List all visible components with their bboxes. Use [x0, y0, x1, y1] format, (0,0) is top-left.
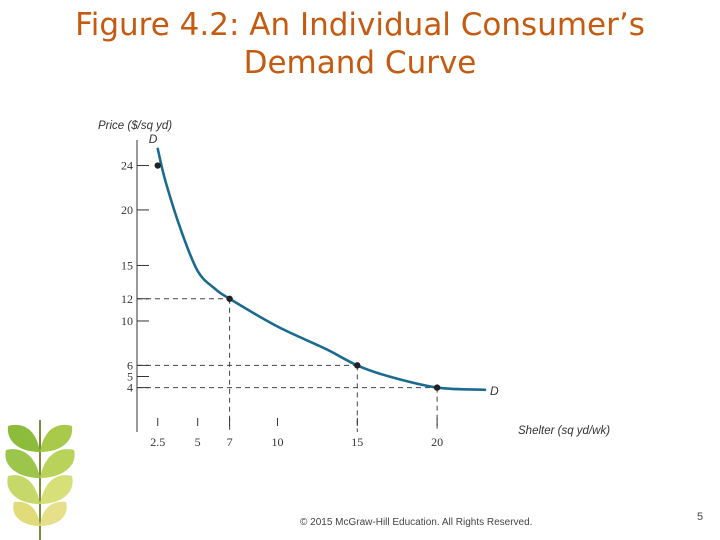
curve-label-end: D [490, 384, 499, 398]
y-tick-label: 5 [127, 369, 133, 383]
x-tick-label: 5 [195, 435, 201, 449]
title-line-2: Demand Curve [243, 45, 477, 81]
ginkgo-leaf-decoration [5, 420, 75, 540]
data-point [433, 384, 441, 391]
slide-title: Figure 4.2: An Individual Consumer’s Dem… [0, 6, 720, 82]
x-tick-label: 10 [271, 435, 283, 449]
data-point [154, 162, 161, 169]
x-tick-label: 15 [351, 435, 363, 449]
slide-number: 5 [697, 511, 704, 523]
x-tick-label: 2.5 [150, 435, 165, 449]
dashed-guides [137, 298, 438, 432]
title-line-1: Figure 4.2: An Individual Consumer’s [75, 7, 645, 43]
demand-curve-line [156, 147, 487, 392]
data-point [354, 362, 361, 369]
labels-layer: Price ($/sq yd) Shelter (sq yd/wk) D D [98, 120, 610, 437]
y-tick-label: 24 [121, 159, 133, 173]
data-point [226, 295, 233, 302]
y-tick-label: 15 [121, 258, 133, 272]
x-axis-title: Shelter (sq yd/wk) [518, 425, 610, 437]
curve-label-top: D [149, 132, 158, 146]
x-tick-label: 20 [431, 435, 443, 449]
y-axis-title: Price ($/sq yd) [98, 120, 172, 132]
y-tick-label: 4 [127, 381, 133, 395]
y-tick-label: 12 [121, 292, 133, 306]
y-tick-label: 6 [127, 358, 133, 372]
y-tick-label: 20 [121, 203, 133, 217]
y-tick-label: 10 [121, 314, 133, 328]
x-tick-label: 7 [227, 435, 233, 449]
series-layer [154, 147, 487, 392]
copyright-footer: © 2015 McGraw-Hill Education. All Rights… [300, 517, 533, 528]
